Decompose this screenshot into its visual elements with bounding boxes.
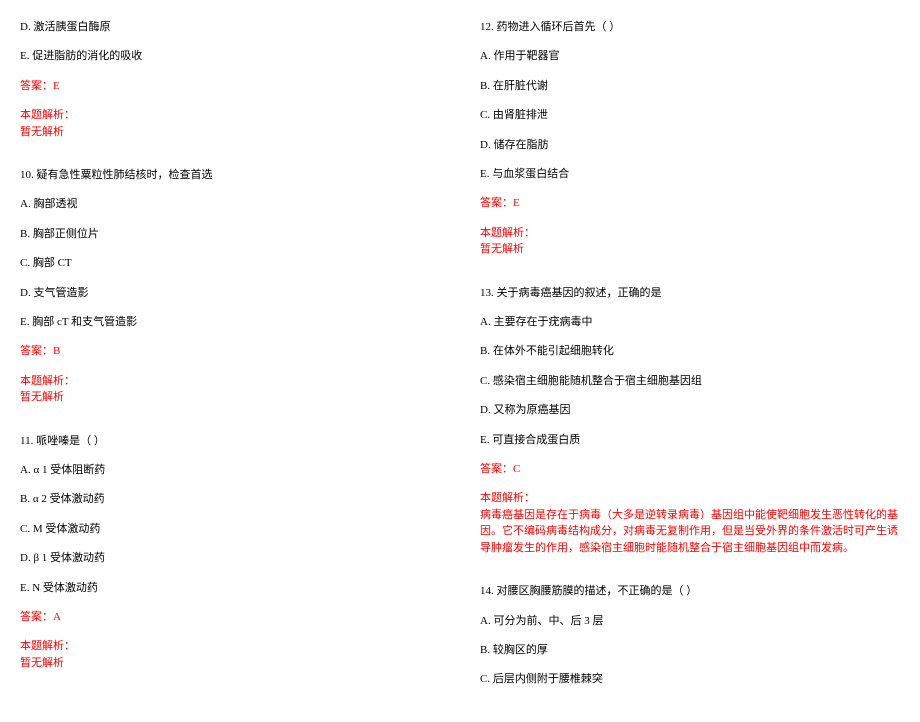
answer-text: 答案：C (480, 462, 900, 477)
question-option: D. β 1 受体激动药 (20, 551, 440, 566)
answer-text: 答案：B (20, 344, 440, 359)
question-option: C. 后层内侧附于腰椎棘突 (480, 672, 900, 687)
question-option: E. 与血浆蛋白结合 (480, 167, 900, 182)
question-stem: 14. 对腰区胸腰筋膜的描述，不正确的是（ ） (480, 584, 900, 599)
question-option: A. 作用于靶器官 (480, 49, 900, 64)
question-option: E. N 受体激动药 (20, 581, 440, 596)
question-stem: 11. 哌唑嗪是（ ） (20, 434, 440, 449)
question-option: B. α 2 受体激动药 (20, 492, 440, 507)
analysis-block: 本题解析： 暂无解析 (480, 226, 900, 258)
analysis-label: 本题解析： (480, 226, 900, 241)
spacer (480, 570, 900, 584)
question-stem: 13. 关于病毒癌基因的叙述，正确的是 (480, 286, 900, 301)
answer-text: 答案：E (20, 79, 440, 94)
analysis-text: 暂无解析 (20, 655, 440, 672)
question-option: A. 胸部透视 (20, 197, 440, 212)
question-option: C. 由肾脏排泄 (480, 108, 900, 123)
question-option: B. 在肝脏代谢 (480, 79, 900, 94)
analysis-block: 本题解析： 病毒癌基因是存在于病毒（大多是逆转录病毒）基因组中能使靶细胞发生恶性… (480, 491, 900, 556)
analysis-label: 本题解析： (20, 639, 440, 654)
question-option: D. 激活胰蛋白酶原 (20, 20, 440, 35)
question-option: A. 主要存在于疣病毒中 (480, 315, 900, 330)
right-column: 12. 药物进入循环后首先（ ） A. 作用于靶器官 B. 在肝脏代谢 C. 由… (480, 20, 900, 702)
spacer (20, 154, 440, 168)
analysis-block: 本题解析： 暂无解析 (20, 108, 440, 140)
analysis-text: 暂无解析 (20, 389, 440, 406)
question-option: E. 可直接合成蛋白质 (480, 433, 900, 448)
analysis-text: 暂无解析 (480, 241, 900, 258)
question-option: E. 促进脂肪的消化的吸收 (20, 49, 440, 64)
analysis-label: 本题解析： (480, 491, 900, 506)
question-option: C. 感染宿主细胞能随机整合于宿主细胞基因组 (480, 374, 900, 389)
page-container: D. 激活胰蛋白酶原 E. 促进脂肪的消化的吸收 答案：E 本题解析： 暂无解析… (20, 20, 900, 702)
analysis-label: 本题解析： (20, 108, 440, 123)
question-option: D. 储存在脂肪 (480, 138, 900, 153)
question-option: D. 支气管造影 (20, 286, 440, 301)
question-option: D. 又称为原癌基因 (480, 403, 900, 418)
analysis-label: 本题解析： (20, 374, 440, 389)
answer-text: 答案：E (480, 196, 900, 211)
question-option: C. 胸部 CT (20, 256, 440, 271)
analysis-text: 病毒癌基因是存在于病毒（大多是逆转录病毒）基因组中能使靶细胞发生恶性转化的基因。… (480, 507, 900, 557)
answer-text: 答案：A (20, 610, 440, 625)
question-stem: 12. 药物进入循环后首先（ ） (480, 20, 900, 35)
left-column: D. 激活胰蛋白酶原 E. 促进脂肪的消化的吸收 答案：E 本题解析： 暂无解析… (20, 20, 440, 702)
question-stem: 10. 疑有急性粟粒性肺结核时，检查首选 (20, 168, 440, 183)
question-option: A. α 1 受体阻断药 (20, 463, 440, 478)
analysis-block: 本题解析： 暂无解析 (20, 639, 440, 671)
question-option: A. 可分为前、中、后 3 层 (480, 614, 900, 629)
analysis-text: 暂无解析 (20, 124, 440, 141)
question-option: B. 胸部正侧位片 (20, 227, 440, 242)
question-option: B. 在体外不能引起细胞转化 (480, 344, 900, 359)
analysis-block: 本题解析： 暂无解析 (20, 374, 440, 406)
spacer (20, 420, 440, 434)
spacer (480, 272, 900, 286)
question-option: C. M 受体激动药 (20, 522, 440, 537)
question-option: E. 胸部 cT 和支气管造影 (20, 315, 440, 330)
